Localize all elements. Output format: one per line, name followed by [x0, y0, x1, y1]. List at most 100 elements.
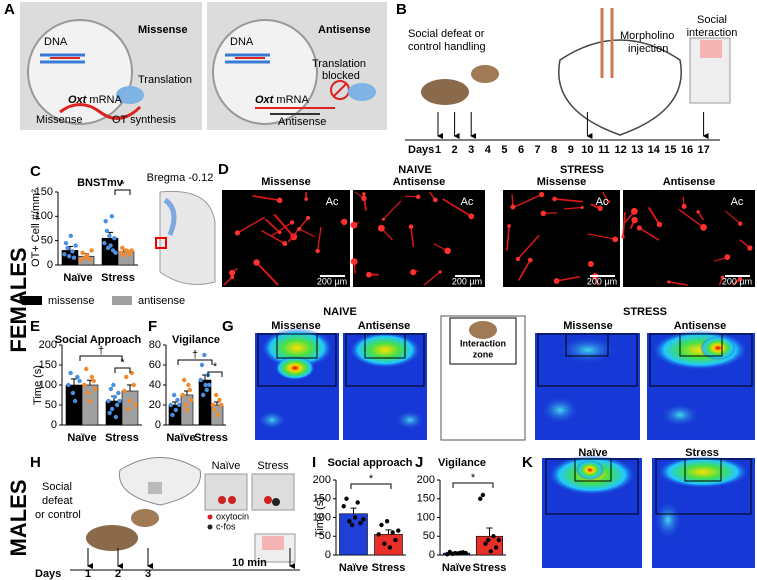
- data-point: [485, 537, 491, 543]
- y-tick-label: 0: [51, 419, 57, 431]
- x-tick-label: Naïve: [63, 272, 92, 284]
- data-point: [387, 545, 393, 550]
- legend-label: c-fos: [216, 521, 236, 531]
- label: DNA: [230, 36, 254, 48]
- data-point: [112, 236, 117, 241]
- significance: *: [213, 361, 218, 373]
- label: blocked: [322, 70, 360, 82]
- day: 10: [581, 144, 593, 156]
- fiber: [678, 208, 704, 228]
- fiber: [382, 200, 402, 220]
- cell-body: [276, 197, 283, 204]
- cell-body: [737, 276, 743, 282]
- cell-body: [438, 270, 442, 274]
- data-point: [70, 390, 76, 396]
- day: 16: [681, 144, 693, 156]
- bar-chart: Social Approach Time (s) 0 50 100 150 200 Naïve…: [32, 334, 142, 444]
- x-tick-label: Naïve: [166, 432, 195, 444]
- error-bar: [486, 527, 493, 537]
- data-point: [493, 545, 499, 550]
- y-tick-label: 50: [319, 530, 331, 542]
- scale-label: 200 µm: [587, 276, 617, 286]
- image-title: Antisense: [393, 176, 446, 188]
- chart-title: BNSTmv: [77, 177, 124, 189]
- cell-body: [282, 241, 288, 247]
- significance-bracket: [114, 367, 131, 373]
- data-point: [89, 248, 94, 253]
- fiber: [270, 221, 293, 237]
- fiber: [317, 227, 322, 251]
- label: Oxt mRNA: [68, 94, 122, 106]
- cell-body: [410, 269, 417, 276]
- cell-body: [630, 207, 638, 215]
- x-tick-label: Stress: [194, 432, 228, 444]
- y-tick-label: 50: [41, 235, 53, 247]
- micrograph: [222, 190, 350, 287]
- data-point: [93, 386, 98, 392]
- fiber: [515, 193, 542, 208]
- data-point: [89, 374, 95, 380]
- cell-body: [540, 210, 547, 217]
- data-point: [129, 248, 134, 253]
- group-label: Naïve: [212, 460, 241, 472]
- day: 13: [631, 144, 643, 156]
- data-point: [478, 496, 483, 501]
- box-title: Antisense: [318, 24, 371, 36]
- slice: Bregma -0.12: [147, 172, 216, 285]
- panel-h: Social defeat or control Naïve Stress ox…: [35, 457, 300, 580]
- cell-body: [636, 225, 642, 231]
- data-point: [496, 537, 501, 543]
- legend-label: missense: [48, 295, 94, 307]
- step-text: Social: [697, 14, 727, 26]
- cell-body: [553, 278, 560, 284]
- data-point: [113, 250, 118, 256]
- data-point: [85, 390, 91, 396]
- image-title: Antisense: [663, 176, 716, 188]
- day: 12: [614, 144, 626, 156]
- data-point: [463, 550, 468, 556]
- data-point: [133, 402, 138, 408]
- chart-title: Social approach: [328, 457, 413, 469]
- cell-body: [444, 247, 451, 255]
- data-point: [68, 370, 73, 376]
- label: Antisense: [278, 116, 326, 128]
- legend-swatch: [112, 296, 132, 305]
- label: OT synthesis: [112, 114, 176, 126]
- fiber: [517, 234, 540, 260]
- data-point: [87, 398, 93, 404]
- data-point: [177, 402, 182, 408]
- cell-body: [377, 224, 385, 232]
- data-point: [170, 412, 175, 418]
- data-point: [68, 233, 74, 238]
- y-tick-label: 100: [417, 511, 435, 523]
- y-tick-label: 200: [313, 474, 331, 486]
- data-point: [118, 250, 123, 256]
- significance: *: [369, 473, 374, 485]
- cell-body: [468, 213, 475, 220]
- step-text: Morpholino: [620, 30, 674, 42]
- data-point: [189, 397, 194, 403]
- panel-labels: A B C D E F G H I J K: [4, 1, 533, 471]
- group-title: STRESS: [560, 164, 604, 176]
- map-title: Missense: [271, 320, 321, 332]
- panel-label: E: [30, 318, 40, 335]
- day: 2: [452, 144, 458, 156]
- fiber: [638, 227, 660, 241]
- data-point: [171, 392, 177, 398]
- data-point: [201, 392, 206, 398]
- data-point: [125, 406, 131, 412]
- legend-swatch: [22, 296, 42, 305]
- data-point: [120, 245, 125, 251]
- day: 15: [664, 144, 676, 156]
- data-point: [202, 352, 207, 358]
- brain-icon: [558, 39, 682, 136]
- day: 4: [485, 144, 492, 156]
- dna: [40, 53, 85, 64]
- data-point: [107, 233, 112, 238]
- heatmap: [255, 328, 339, 440]
- data-point: [104, 228, 110, 234]
- data-point: [70, 249, 75, 254]
- data-point: [66, 382, 71, 388]
